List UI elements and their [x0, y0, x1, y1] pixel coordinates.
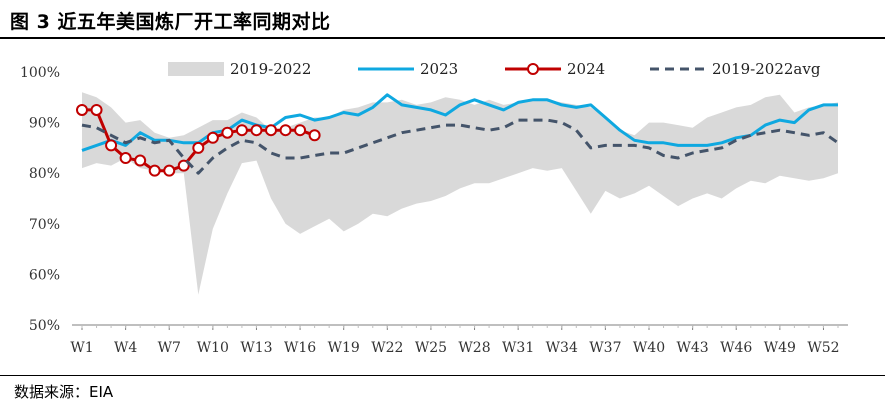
point-2024 [119, 152, 132, 165]
point-2024 [221, 126, 234, 139]
point-2024 [105, 139, 118, 152]
point-2024 [235, 124, 248, 137]
point-2024 [76, 103, 88, 116]
source-note: 数据来源：EIA [14, 383, 114, 401]
x-tick-label: W52 [807, 340, 839, 356]
point-2024 [206, 131, 219, 144]
point-2024 [134, 154, 147, 167]
point-2024 [192, 141, 205, 154]
y-tick-label: 50% [29, 318, 60, 334]
y-tick-label: 100% [20, 65, 60, 81]
line-2019-2022avg [81, 118, 839, 175]
x-tick-label: W10 [197, 340, 229, 356]
bottom-rule [0, 375, 885, 376]
x-tick-label: W19 [328, 340, 360, 356]
y-tick-label: 70% [29, 217, 60, 233]
top-rule [0, 37, 885, 39]
x-tick-label: W49 [764, 340, 796, 356]
point-2024 [308, 129, 321, 142]
band-layer [82, 92, 838, 295]
x-tick-label: W4 [114, 340, 137, 356]
x-tick-label: W7 [158, 340, 181, 356]
y-tick-label: 90% [29, 116, 60, 132]
point-2024 [294, 124, 307, 137]
point-2024 [148, 164, 161, 177]
x-tick-label: W43 [677, 340, 709, 356]
y-tick-label: 60% [29, 267, 60, 283]
point-2024 [177, 159, 190, 172]
x-tick-label: W16 [284, 340, 316, 356]
legend-swatch-band [168, 62, 224, 76]
legend-label: 2023 [420, 60, 458, 78]
legend-label: 2024 [567, 60, 605, 78]
legend-marker-2024 [527, 63, 539, 75]
point-2024 [279, 124, 292, 137]
x-tick-label: W28 [458, 340, 490, 356]
point-2024 [163, 164, 176, 177]
x-tick-label: W1 [70, 340, 93, 356]
band-2019-2022 [82, 92, 838, 295]
legend: 2019-2022 2023 2024 2019-2022avg [168, 60, 821, 78]
x-tick-label: W31 [502, 340, 534, 356]
x-tick-label: W13 [240, 340, 272, 356]
point-2024 [265, 124, 277, 137]
x-tick-label: W46 [720, 340, 752, 356]
x-tick-label: W34 [546, 340, 578, 356]
x-tick-label: W37 [589, 340, 621, 356]
x-tick-label: W22 [371, 340, 403, 356]
lines-layer [76, 93, 839, 177]
chart-title: 图 3 近五年美国炼厂开工率同期对比 [10, 11, 331, 33]
legend-label: 2019-2022 [230, 60, 311, 78]
point-2024 [250, 124, 263, 137]
point-2024 [90, 103, 103, 116]
legend-label: 2019-2022avg [712, 60, 821, 78]
x-tick-label: W25 [415, 340, 447, 356]
y-tick-label: 80% [29, 166, 60, 182]
axes: 50% 60% 70% 80% 90% 100% W1 W4 W7 W10 W13 W16 W19 W22… [20, 65, 848, 356]
x-tick-label: W40 [633, 340, 665, 356]
